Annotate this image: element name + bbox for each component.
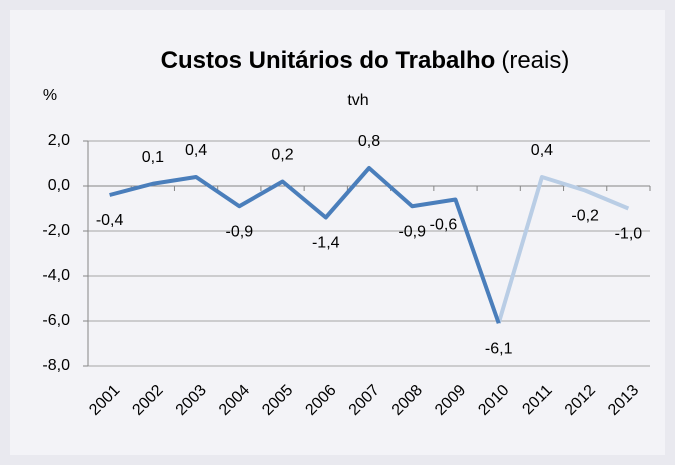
series-line [496, 175, 630, 324]
data-label: 0,2 [271, 147, 293, 164]
y-tick-label: 0,0 [48, 177, 70, 194]
data-label: 0,1 [142, 149, 164, 166]
subtitle: tvh [347, 92, 368, 109]
data-label: 0,4 [185, 142, 207, 159]
data-label: -6,1 [485, 340, 513, 357]
data-label: 0,8 [358, 133, 380, 150]
y-tick-label: -2,0 [42, 222, 70, 239]
chart-title: Custos Unitários do Trabalho (reais) [161, 47, 570, 74]
y-tick-label: -6,0 [42, 312, 70, 329]
title-main: Custos Unitários do Trabalho [161, 47, 496, 74]
y-tick-label: 2,0 [48, 132, 70, 149]
y-axis-label: % [43, 87, 57, 104]
data-label: -0,2 [571, 208, 599, 225]
data-label: -0,9 [398, 223, 426, 240]
data-label: -1,4 [312, 235, 340, 252]
data-label: 0,4 [531, 142, 553, 159]
data-label: -0,6 [430, 217, 458, 234]
y-tick-label: -8,0 [42, 357, 70, 374]
y-tick-label: -4,0 [42, 267, 70, 284]
data-label: -0,9 [226, 223, 254, 240]
chart-background [10, 10, 665, 455]
title-note: (reais) [501, 47, 569, 74]
data-label: -0,4 [96, 212, 124, 229]
series-line [109, 166, 501, 324]
data-label: -1,0 [615, 226, 643, 243]
